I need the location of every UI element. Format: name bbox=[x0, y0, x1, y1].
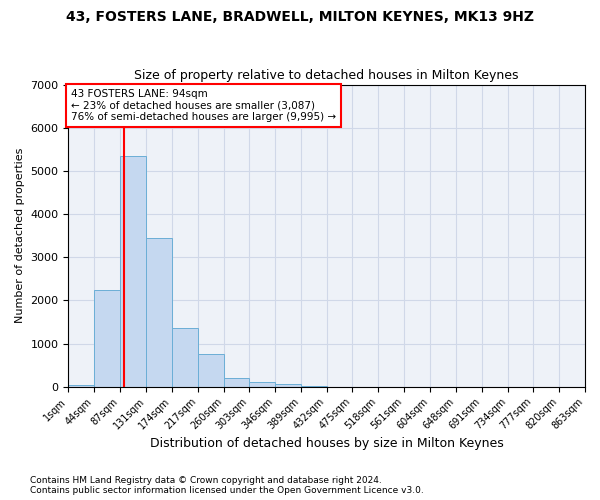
Bar bbox=[198, 354, 224, 386]
Bar bbox=[275, 384, 301, 386]
Y-axis label: Number of detached properties: Number of detached properties bbox=[15, 148, 25, 324]
Text: 43 FOSTERS LANE: 94sqm
← 23% of detached houses are smaller (3,087)
76% of semi-: 43 FOSTERS LANE: 94sqm ← 23% of detached… bbox=[71, 89, 336, 122]
Bar bbox=[68, 384, 94, 386]
Bar bbox=[146, 238, 172, 386]
X-axis label: Distribution of detached houses by size in Milton Keynes: Distribution of detached houses by size … bbox=[150, 437, 503, 450]
Text: Contains HM Land Registry data © Crown copyright and database right 2024.
Contai: Contains HM Land Registry data © Crown c… bbox=[30, 476, 424, 495]
Bar bbox=[120, 156, 146, 386]
Bar bbox=[94, 290, 120, 386]
Text: 43, FOSTERS LANE, BRADWELL, MILTON KEYNES, MK13 9HZ: 43, FOSTERS LANE, BRADWELL, MILTON KEYNE… bbox=[66, 10, 534, 24]
Bar bbox=[172, 328, 198, 386]
Bar bbox=[250, 382, 275, 386]
Title: Size of property relative to detached houses in Milton Keynes: Size of property relative to detached ho… bbox=[134, 69, 519, 82]
Bar bbox=[224, 378, 250, 386]
